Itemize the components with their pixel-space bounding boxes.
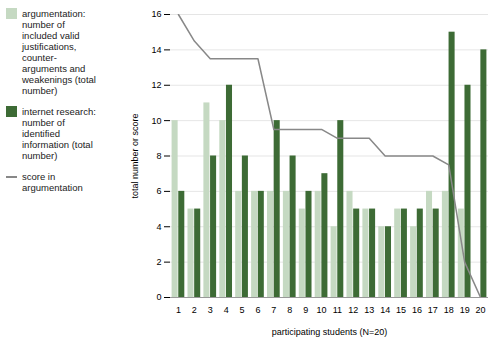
svg-text:19: 19 bbox=[460, 305, 470, 315]
html-text:score in argumentation: score in argumentation bbox=[22, 171, 83, 193]
svg-text:total number or score: total number or score bbox=[130, 113, 140, 198]
html-text:argumentation: number of inclu: argumentation: number of included valid … bbox=[22, 8, 96, 96]
svg-text:4: 4 bbox=[156, 222, 161, 232]
svg-text:9: 9 bbox=[303, 305, 308, 315]
svg-text:8: 8 bbox=[156, 151, 161, 161]
svg-text:1: 1 bbox=[176, 305, 181, 315]
svg-text:12: 12 bbox=[348, 305, 358, 315]
svg-text:20: 20 bbox=[476, 305, 486, 315]
svg-text:8: 8 bbox=[287, 305, 292, 315]
svg-text:participating students (N=20): participating students (N=20) bbox=[272, 327, 387, 337]
svg-text:14: 14 bbox=[151, 45, 161, 55]
svg-text:5: 5 bbox=[240, 305, 245, 315]
svg-text:16: 16 bbox=[151, 9, 161, 19]
svg-text:14: 14 bbox=[380, 305, 390, 315]
svg-text:2: 2 bbox=[192, 305, 197, 315]
svg-text:15: 15 bbox=[396, 305, 406, 315]
svg-text:2: 2 bbox=[156, 257, 161, 267]
svg-text:16: 16 bbox=[412, 305, 422, 315]
svg-text:11: 11 bbox=[333, 305, 342, 315]
svg-text:17: 17 bbox=[428, 305, 438, 315]
svg-text:18: 18 bbox=[444, 305, 454, 315]
svg-text:6: 6 bbox=[156, 186, 161, 196]
svg-text:0: 0 bbox=[156, 292, 161, 302]
html-text:internet research: number of i: internet research: number of identified … bbox=[22, 106, 96, 161]
svg-text:10: 10 bbox=[317, 305, 327, 315]
svg-text:3: 3 bbox=[208, 305, 213, 315]
svg-text:13: 13 bbox=[364, 305, 374, 315]
svg-text:12: 12 bbox=[151, 80, 161, 90]
svg-text:10: 10 bbox=[151, 116, 161, 126]
svg-text:4: 4 bbox=[224, 305, 229, 315]
svg-text:6: 6 bbox=[255, 305, 260, 315]
svg-text:7: 7 bbox=[271, 305, 276, 315]
